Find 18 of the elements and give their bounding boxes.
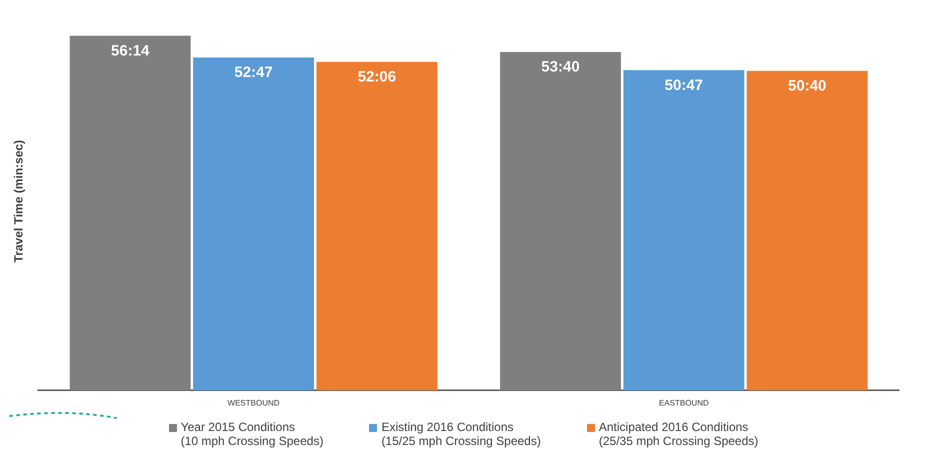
data-label: 53:40 [541, 58, 580, 76]
y-axis-title: Travel Time (min:sec) [12, 140, 26, 262]
legend-label: Existing 2016 Conditions (15/25 mph Crossing Speeds) [381, 420, 541, 448]
legend-label: Year 2015 Conditions (10 mph Crossing Speeds) [180, 420, 324, 448]
data-label: 50:40 [788, 78, 826, 94]
x-tick-label: WESTBOUND [228, 398, 280, 408]
data-label: 52:06 [358, 68, 396, 86]
data-label: 56:14 [111, 42, 150, 60]
bar [193, 58, 314, 390]
data-label: 50:47 [664, 76, 704, 94]
x-tick-label: EASTBOUND [658, 398, 709, 408]
data-label: 52:47 [234, 64, 273, 82]
bar [623, 70, 744, 390]
bar [746, 70, 868, 390]
legend-label: Anticipated 2016 Conditions (25/35 mph Crossing Speeds) [598, 420, 758, 448]
bar [70, 36, 191, 390]
bar [500, 52, 621, 390]
bar [316, 62, 438, 390]
